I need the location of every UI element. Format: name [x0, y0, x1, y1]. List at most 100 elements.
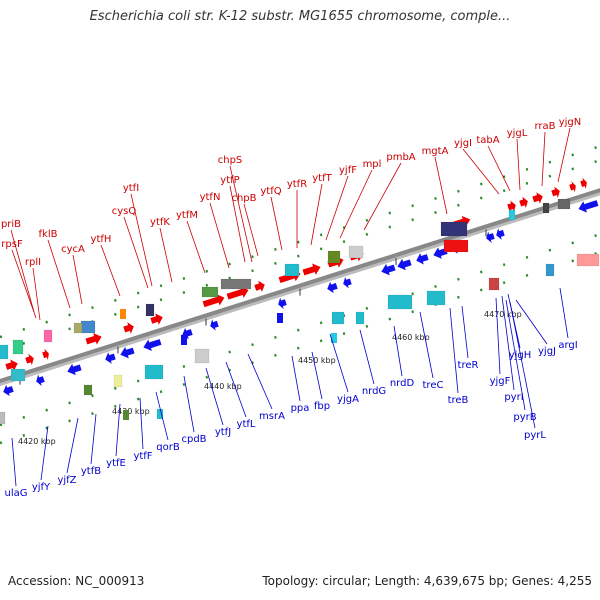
- reverse-gene-label-yjfZ: yjfZ: [57, 475, 76, 486]
- forward-gene-leader: [541, 131, 546, 187]
- reverse-gene-label-ytfJ: ytfJ: [215, 427, 231, 438]
- forward-gene-arrow: [25, 353, 34, 366]
- reverse-gene-label-nrdG: nrdG: [362, 386, 386, 397]
- reverse-gene-arrow: [3, 384, 14, 397]
- reverse-gene-label-qorB: qorB: [156, 442, 180, 453]
- reverse-gene-leader: [359, 329, 375, 385]
- reverse-gene-leader: [449, 307, 459, 394]
- reverse-gene-arrow: [327, 281, 338, 294]
- forward-gene-label-ytfT: ytfT: [312, 173, 332, 184]
- map-title: Escherichia coli str. K-12 substr. MG165…: [89, 9, 511, 24]
- reverse-gene-leader: [291, 355, 301, 402]
- reverse-gene-leader: [329, 333, 349, 393]
- gene-feature-box: [545, 263, 555, 277]
- reverse-gene-label-ytfB: ytfB: [81, 466, 101, 477]
- reverse-gene-leader: [247, 353, 273, 410]
- tick-layer: 4420 kbp 4430 kbp 4440 kbp 4450 kbp 4460 kbp…: [18, 229, 522, 446]
- reverse-gene-arrow: [381, 263, 396, 276]
- backbone-layer: [0, 188, 600, 387]
- forward-gene-label-fklB: fklB: [39, 229, 58, 240]
- gene-feature-box: [43, 329, 53, 343]
- forward-gene-label-priB: priB: [1, 219, 21, 230]
- forward-gene-leader: [186, 220, 206, 274]
- reverse-gene-leader: [40, 425, 49, 481]
- forward-gene-arrow: [302, 263, 321, 276]
- gene-feature-box: [331, 333, 337, 343]
- scale-tick-label: 4470 kbp: [484, 310, 522, 319]
- forward-gene-leader: [32, 267, 41, 321]
- reverse-gene-arrow: [143, 339, 162, 351]
- forward-gene-leader: [434, 156, 448, 215]
- forward-gene-label-yjgL: yjgL: [507, 128, 528, 139]
- forward-gene-label-pmbA: pmbA: [386, 152, 415, 163]
- forward-gene-arrow: [580, 177, 587, 190]
- reverse-gene-label-yjgH: yjgH: [509, 350, 532, 361]
- forward-gene-arrow: [5, 359, 18, 371]
- reverse-gene-leader: [311, 351, 323, 400]
- genome-summary: Topology: circular; Length: 4,639,675 bp…: [262, 574, 592, 588]
- forward-gene-leader: [363, 162, 402, 231]
- reverse-gene-arrow: [36, 374, 45, 386]
- gene-feature-box: [348, 245, 364, 259]
- reverse-gene-arrow: [397, 258, 412, 271]
- gene-arrow-layer: [0, 177, 600, 425]
- reverse-gene-leader: [205, 367, 224, 426]
- reverse-gene-arrow: [416, 253, 429, 265]
- forward-gene-leader: [10, 229, 35, 313]
- reverse-gene-leader: [11, 437, 17, 487]
- forward-gene-label-tabA: tabA: [476, 135, 499, 146]
- gene-feature-box: [387, 294, 413, 310]
- forward-gene-leader: [72, 254, 83, 305]
- forward-gene-label-ytfI: ytfI: [123, 183, 139, 194]
- reverse-gene-leader: [461, 305, 469, 359]
- forward-gene-leader: [159, 227, 173, 283]
- gene-feature-box: [73, 322, 83, 334]
- forward-gene-leader: [209, 202, 230, 269]
- forward-gene-label-rpsF: rpsF: [1, 239, 23, 250]
- scale-tick-label: 4450 kbp: [298, 356, 336, 365]
- reverse-gene-arrow: [67, 363, 82, 376]
- reverse-gene-arrow: [496, 228, 505, 240]
- forward-gene-label-rplI: rplI: [25, 257, 41, 268]
- forward-gene-leader: [100, 244, 121, 297]
- forward-gene-label-yjfF: yjfF: [339, 165, 357, 176]
- reverse-gene-leader: [90, 413, 97, 465]
- reverse-gene-label-msrA: msrA: [259, 411, 285, 422]
- gene-feature-box: [440, 221, 468, 237]
- gene-feature-box: [508, 209, 516, 221]
- gene-feature-box: [220, 278, 252, 290]
- reverse-gene-label-ytfE: ytfE: [106, 458, 126, 469]
- reverse-gene-leader: [495, 297, 501, 375]
- forward-gene-label-ytfM: ytfM: [176, 210, 198, 221]
- forward-gene-label-ytfP: ytfP: [220, 175, 239, 186]
- gene-feature-box: [284, 263, 300, 277]
- reverse-gene-arrow: [578, 200, 599, 213]
- reverse-gene-leader: [183, 375, 195, 433]
- forward-gene-label-chpB: chpB: [231, 193, 256, 204]
- reverse-gene-label-yjfY: yjfY: [32, 482, 51, 493]
- gene-feature-box: [443, 239, 469, 253]
- accession-text: Accession: NC_000913: [8, 574, 145, 588]
- reverse-gene-label-yjgF: yjgF: [490, 376, 511, 387]
- forward-gene-label-yjgN: yjgN: [559, 117, 582, 128]
- forward-gene-leader: [11, 249, 37, 319]
- reverse-gene-label-yjgJ: yjgJ: [538, 346, 556, 357]
- reverse-gene-arrow: [486, 231, 495, 243]
- gene-feature-box: [355, 311, 365, 325]
- reverse-gene-leader: [393, 325, 403, 377]
- forward-gene-leader: [123, 216, 149, 289]
- reverse-gene-label-ytfF: ytfF: [133, 451, 152, 462]
- reverse-gene-arrow: [210, 319, 219, 331]
- gene-feature-box: [144, 364, 164, 380]
- gene-feature-box: [327, 250, 341, 264]
- scale-tick-label: 4420 kbp: [18, 437, 56, 446]
- forward-gene-label-chpS: chpS: [218, 155, 243, 166]
- reverse-gene-label-cpdB: cpdB: [181, 434, 206, 445]
- reverse-gene-leader: [509, 301, 536, 429]
- reverse-gene-label-treR: treR: [458, 360, 479, 371]
- forward-gene-arrow: [226, 286, 249, 300]
- reverse-gene-arrow: [343, 276, 352, 289]
- forward-gene-arrow: [519, 196, 528, 209]
- gene-feature-box: [157, 409, 163, 419]
- forward-gene-leader: [270, 196, 283, 251]
